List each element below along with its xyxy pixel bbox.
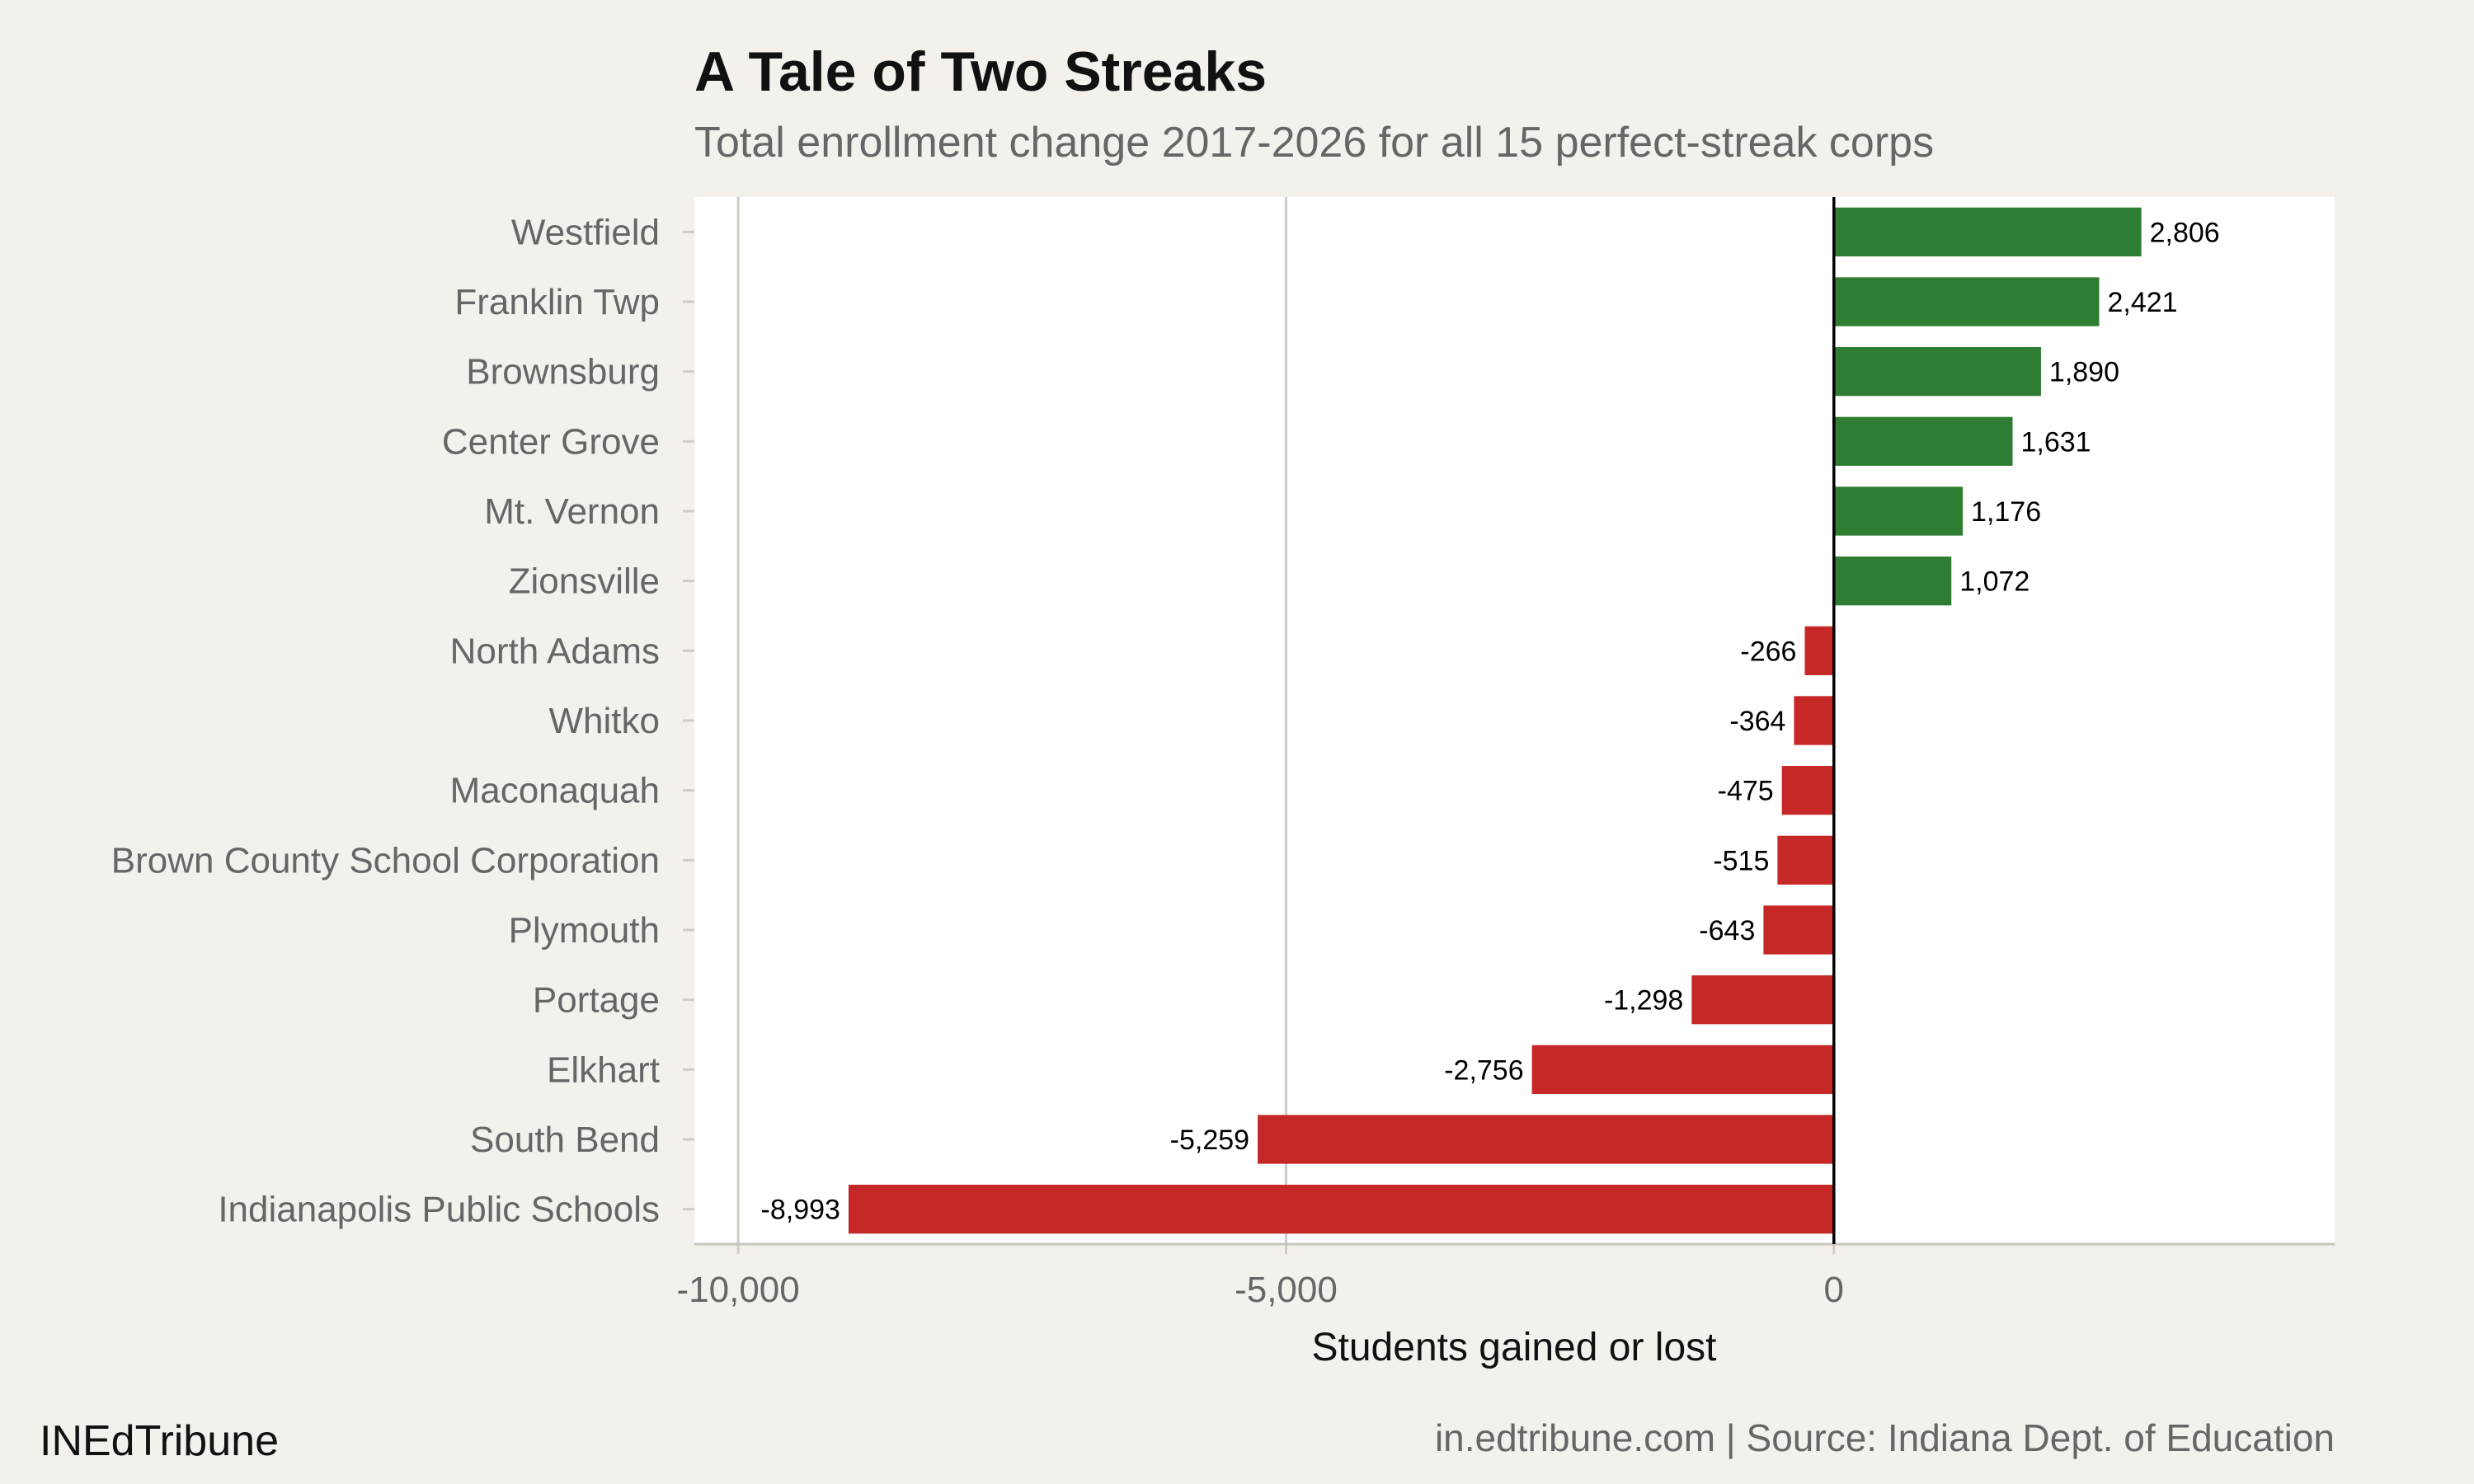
brand-label: INEdTribune xyxy=(40,1417,279,1465)
category-label: Brown County School Corporation xyxy=(111,840,660,881)
x-tick-label: -10,000 xyxy=(677,1270,800,1310)
value-label: -266 xyxy=(1740,636,1796,667)
category-label: South Bend xyxy=(470,1120,660,1160)
bar xyxy=(1794,696,1834,745)
bar xyxy=(1833,347,2041,397)
plot-panel xyxy=(694,197,2335,1244)
category-label: Westfield xyxy=(511,212,660,252)
x-axis-title: Students gained or lost xyxy=(1312,1326,1717,1369)
bar xyxy=(1691,975,1834,1025)
source-label: in.edtribune.com | Source: Indiana Dept.… xyxy=(1435,1416,2335,1459)
value-label: -364 xyxy=(1729,706,1785,737)
x-tick-label: -5,000 xyxy=(1235,1270,1338,1310)
value-label: -5,259 xyxy=(1170,1125,1249,1156)
bar xyxy=(1777,835,1834,885)
value-label: -8,993 xyxy=(761,1195,840,1226)
gridlines xyxy=(736,197,1287,1244)
value-label: 1,176 xyxy=(1971,496,2041,528)
value-label: -2,756 xyxy=(1444,1054,1523,1086)
bar xyxy=(1833,486,1964,536)
category-label: Zionsville xyxy=(509,561,660,602)
chart-title: A Tale of Two Streaks xyxy=(694,40,1267,103)
value-label: 1,072 xyxy=(1959,566,2030,598)
category-label: Portage xyxy=(533,980,660,1021)
x-tick-label: 0 xyxy=(1824,1270,1844,1310)
bar xyxy=(1833,277,2100,326)
chart-subtitle: Total enrollment change 2017-2026 for al… xyxy=(694,119,1934,167)
value-label: 2,806 xyxy=(2150,217,2220,248)
value-label: -1,298 xyxy=(1604,985,1683,1017)
category-label: Maconaquah xyxy=(450,771,660,811)
bar xyxy=(1763,905,1834,955)
value-label: 2,421 xyxy=(2107,287,2177,318)
category-label: Mt. Vernon xyxy=(484,491,660,532)
bar xyxy=(1833,416,2013,466)
bar xyxy=(1781,766,1834,815)
category-labels: Westfield Franklin Twp Brownsburg Center Gr… xyxy=(111,212,694,1230)
bar xyxy=(1531,1045,1834,1094)
category-label: Center Grove xyxy=(442,421,660,462)
value-label: 1,631 xyxy=(2021,426,2091,458)
category-label: North Adams xyxy=(450,631,660,671)
x-axis-ticks: -10,000 -5,000 0 xyxy=(677,1244,1844,1310)
category-label: Whitko xyxy=(549,701,660,741)
category-label: Elkhart xyxy=(547,1050,660,1090)
category-label: Franklin Twp xyxy=(454,282,660,322)
category-label: Indianapolis Public Schools xyxy=(218,1190,660,1230)
bar xyxy=(848,1185,1834,1234)
value-label: 1,890 xyxy=(2049,357,2119,388)
value-label: -643 xyxy=(1699,915,1755,946)
category-label: Plymouth xyxy=(509,910,660,951)
bar xyxy=(1833,556,1952,606)
value-labels: 2,806 2,421 1,890 1,631 1,176 1,072 -266 -364 -4… xyxy=(761,217,2220,1225)
value-label: -515 xyxy=(1713,845,1769,876)
bar xyxy=(1258,1115,1834,1164)
value-label: -475 xyxy=(1718,776,1774,807)
category-label: Brownsburg xyxy=(466,352,660,392)
bar xyxy=(1833,207,2142,256)
bars xyxy=(848,207,2142,1234)
bar xyxy=(1804,626,1834,675)
